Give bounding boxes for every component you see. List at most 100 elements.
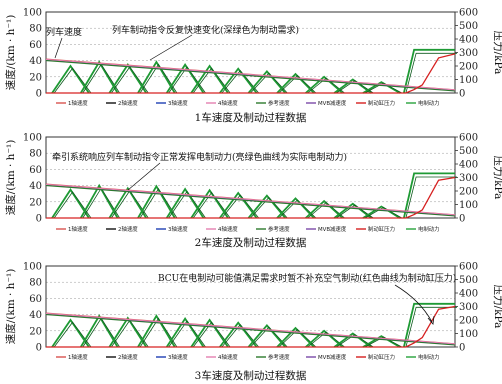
braking-demand-pulse	[405, 176, 457, 219]
braking-demand-pulse	[307, 201, 345, 219]
braking-demand-pulse	[250, 72, 288, 94]
y2-tick-label: 400	[459, 160, 478, 171]
legend-label: 电制动力	[418, 353, 440, 361]
braking-demand-pulse	[364, 206, 402, 219]
electric-braking-pulse	[333, 78, 372, 94]
legend-label: 电制动力	[418, 99, 440, 107]
legend-label: 4轴速度	[218, 353, 238, 361]
panel-caption: 1车速度及制动过程数据	[195, 111, 307, 124]
speed-line	[45, 312, 456, 345]
legend-label: 1轴速度	[68, 353, 88, 361]
y-tick-label: 40	[29, 310, 42, 321]
braking-demand-pulse	[405, 52, 457, 94]
electric-braking-pulse	[247, 70, 286, 94]
y2-tick-label: 0	[459, 343, 465, 354]
electric-braking-pulse	[333, 202, 372, 219]
legend-label: MVB减速度	[318, 99, 347, 107]
y-tick-label: 100	[23, 133, 42, 144]
braking-demand-pulse	[307, 331, 345, 348]
speed-line	[45, 185, 456, 217]
electric-braking-pulse	[219, 67, 258, 94]
electric-braking-pulse	[51, 188, 90, 219]
legend-label: 3轴速度	[168, 99, 188, 107]
y-tick-label: 20	[29, 326, 42, 337]
legend-label: 电制动力	[418, 225, 440, 233]
speed-line	[45, 58, 456, 91]
electric-braking-pulse	[51, 64, 90, 94]
annotation-arrow	[149, 34, 193, 61]
legend: 1轴速度 2轴速度 3轴速度 4轴速度 参考速度 MVB减速度 制动缸压力 电制动力	[56, 353, 440, 361]
electric-braking-pulse	[137, 184, 176, 219]
electric-braking-pulse	[333, 332, 372, 348]
electric-braking-pulse	[137, 314, 176, 348]
braking-demand-pulse	[221, 194, 260, 219]
y-tick-label: 80	[29, 149, 42, 160]
electric-braking-pulse	[219, 321, 258, 348]
electric-braking-pulse	[108, 186, 147, 219]
electric-braking-pulse	[362, 205, 401, 219]
braking-demand-pulse	[278, 329, 317, 348]
legend-label: 1轴速度	[68, 99, 88, 107]
legend-label: 3轴速度	[168, 225, 188, 233]
legend-label: 3轴速度	[168, 353, 188, 361]
plot-frame	[45, 136, 456, 219]
legend-label: 制动缸压力	[368, 99, 395, 107]
braking-demand-pulse	[278, 199, 317, 219]
panel-caption: 2车速度及制动过程数据	[195, 236, 307, 249]
legend-label: 2轴速度	[118, 99, 138, 107]
electric-braking-pulse	[403, 302, 455, 348]
electric-braking-pulse	[276, 326, 315, 348]
legend: 1轴速度 2轴速度 3轴速度 4轴速度 参考速度 MVB减速度 制动缸压力 电制动力	[56, 99, 440, 107]
electric-braking-pulse	[80, 314, 119, 348]
annotation-arrow	[54, 37, 63, 59]
y-tick-label: 60	[29, 40, 42, 51]
legend-label: 制动缸压力	[368, 353, 395, 361]
braking-demand-pulse	[364, 82, 402, 94]
braking-demand-pulse	[364, 336, 402, 348]
y2-tick-label: 300	[459, 48, 478, 59]
y-axis-label: 速度/(km · h⁻¹)	[4, 269, 17, 345]
electric-braking-pulse	[362, 81, 401, 94]
y2-tick-label: 100	[459, 329, 478, 340]
annotation-arrow	[127, 162, 161, 191]
y-tick-label: 20	[29, 197, 42, 208]
braking-demand-pulse	[250, 196, 288, 219]
y2-tick-label: 200	[459, 187, 478, 198]
annotation: 列车速度	[46, 26, 82, 38]
annotation-arrow	[394, 284, 433, 323]
braking-demand-pulse	[278, 75, 317, 94]
y2-tick-label: 200	[459, 62, 478, 73]
y2-axis-label: 压力/kPa	[492, 285, 502, 329]
electric-braking-pulse	[276, 72, 315, 94]
electric-braking-pulse	[190, 188, 229, 219]
legend-label: 参考速度	[268, 99, 290, 107]
y2-tick-label: 300	[459, 302, 478, 313]
legend: 1轴速度 2轴速度 3轴速度 4轴速度 参考速度 MVB减速度 制动缸压力 电制动力	[56, 225, 440, 233]
y-tick-label: 80	[29, 278, 42, 289]
brake-cylinder-pressure-line	[46, 176, 456, 219]
y2-tick-label: 400	[459, 289, 478, 300]
legend-label: 4轴速度	[218, 225, 238, 233]
y2-tick-label: 0	[459, 214, 465, 225]
speed-line	[45, 183, 456, 216]
y2-tick-label: 500	[459, 21, 478, 32]
braking-demand-pulse	[250, 326, 288, 348]
panel-caption: 3车速度及制动过程数据	[195, 369, 307, 382]
y2-tick-label: 100	[459, 75, 478, 86]
electric-braking-pulse	[137, 60, 176, 94]
y2-tick-label: 400	[459, 35, 478, 46]
y2-tick-label: 600	[459, 133, 478, 144]
y2-tick-label: 200	[459, 316, 478, 327]
y-tick-label: 100	[23, 8, 42, 19]
legend-label: 4轴速度	[218, 99, 238, 107]
electric-braking-pulse	[305, 75, 344, 94]
legend-label: 制动缸压力	[368, 225, 395, 233]
electric-braking-pulse	[219, 191, 258, 219]
electric-braking-pulse	[108, 316, 147, 348]
braking-demand-pulse	[405, 306, 457, 348]
braking-demand-pulse	[192, 191, 231, 219]
y-tick-label: 100	[23, 262, 42, 273]
braking-demand-pulse	[221, 323, 260, 348]
annotation: BCU在电制动可能值满足需求时暂不补充空气制动(红色曲线为制动缸压力)	[158, 272, 456, 284]
